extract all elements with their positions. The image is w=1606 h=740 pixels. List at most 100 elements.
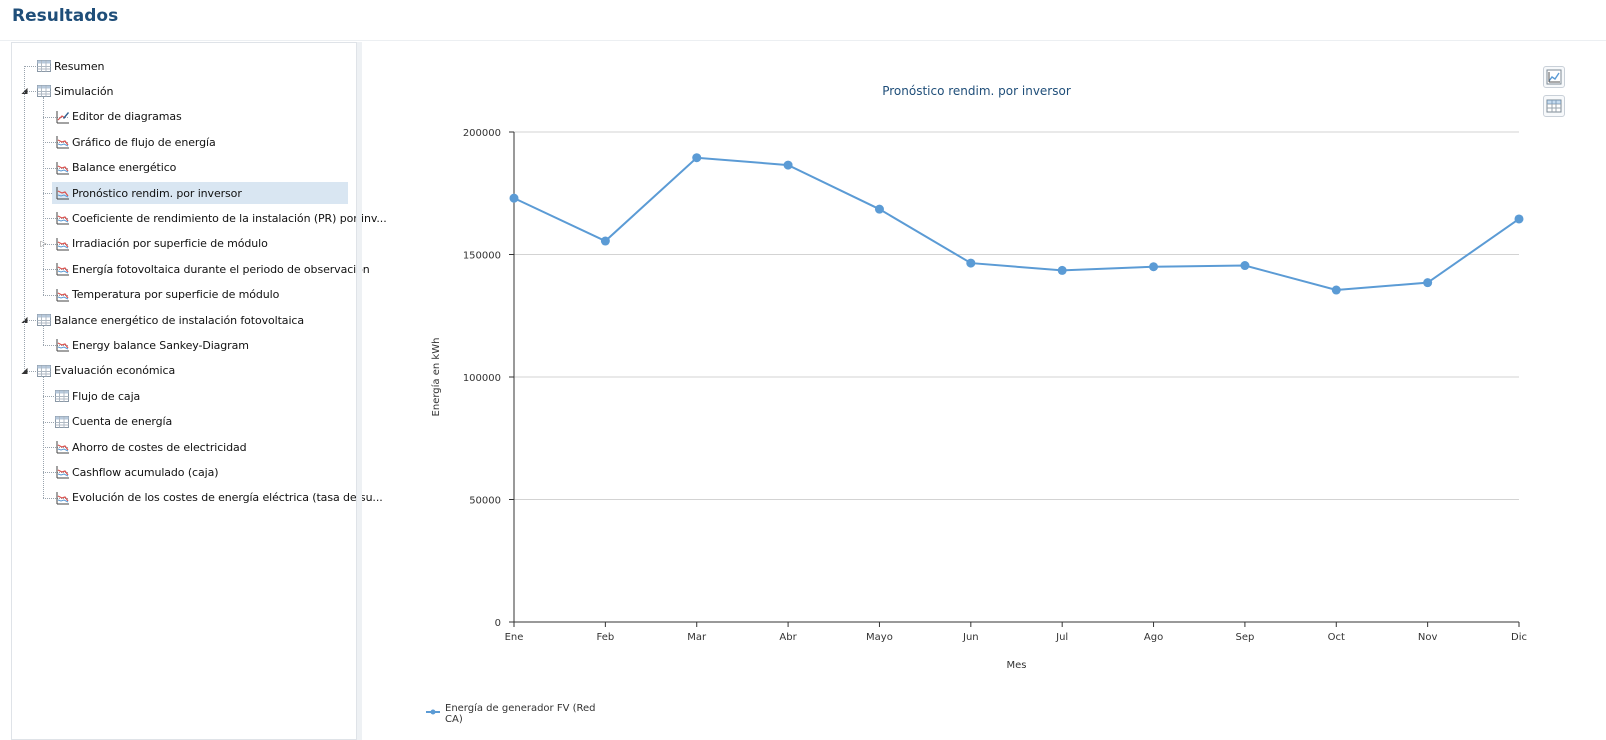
data-point [966, 258, 976, 268]
x-tick-label: Dic [1511, 632, 1527, 643]
tree-item-label: Coeficiente de rendimiento de la instala… [72, 211, 387, 225]
tree-guide-line [43, 376, 44, 498]
tree-connector [43, 167, 68, 169]
line-chart-icon [54, 464, 70, 480]
table-icon [54, 414, 70, 430]
line-chart-icon [54, 261, 70, 277]
data-point [1057, 265, 1067, 275]
line-chart-icon [54, 439, 70, 455]
x-tick-label: Mayo [866, 632, 893, 643]
tree-connector [43, 142, 68, 144]
tree-item[interactable]: Pronóstico rendim. por inversor [52, 182, 348, 204]
table-icon [36, 312, 52, 328]
tree-item[interactable]: Irradiación por superficie de módulo [54, 233, 268, 255]
table-icon [36, 58, 52, 74]
x-tick-label: Abr [779, 632, 797, 643]
x-tick-label: Oct [1328, 632, 1345, 643]
tree-connector [43, 472, 68, 474]
y-tick-label: 100000 [463, 373, 501, 384]
y-tick-label: 0 [495, 618, 501, 629]
tree-item[interactable]: Cuenta de energía [54, 411, 172, 433]
tree-item[interactable]: Editor de diagramas [54, 106, 182, 128]
tree-item-label: Ahorro de costes de electricidad [72, 440, 247, 454]
data-point [874, 204, 884, 214]
y-tick-label: 50000 [469, 496, 501, 507]
tree-item-label: Evaluación económica [54, 364, 176, 378]
results-tree: Resumen Simulación ◢ Editor de diagramas Grá… [12, 43, 387, 739]
tree-item[interactable]: Balance energético [54, 157, 176, 179]
tree-item[interactable]: Energy balance Sankey-Diagram [54, 334, 249, 356]
table-view-icon [1546, 99, 1562, 113]
chart-view-icon [1546, 69, 1562, 85]
tree-item[interactable]: Gráfico de flujo de energía [54, 131, 216, 153]
x-tick-label: Sep [1235, 632, 1254, 643]
line-chart-icon [54, 490, 70, 506]
y-axis-label: Energía en kWh [430, 338, 442, 417]
line-chart-icon [54, 210, 70, 226]
y-tick-label: 150000 [463, 251, 501, 262]
legend-marker [430, 709, 436, 715]
table-view-button[interactable] [1543, 95, 1565, 117]
tree-guide-line [43, 326, 44, 346]
tree-connector [43, 116, 68, 118]
y-tick-label: 200000 [463, 128, 501, 139]
line-chart-icon [54, 160, 70, 176]
tree-connector [43, 497, 68, 499]
table-icon [54, 388, 70, 404]
results-tree-panel: Resumen Simulación ◢ Editor de diagramas Grá… [11, 42, 387, 740]
tree-item-label: Cuenta de energía [72, 415, 173, 429]
tree-item[interactable]: Energía fotovoltaica durante el periodo … [54, 258, 370, 280]
tree-guide-line [24, 66, 25, 371]
tree-item[interactable]: Balance energético de instalación fotovo… [36, 309, 304, 331]
tree-item-label: Evolución de los costes de energía eléct… [72, 491, 383, 505]
tree-guide-line [43, 97, 44, 295]
data-point [1149, 262, 1159, 272]
tree-item[interactable]: Temperatura por superficie de módulo [54, 284, 279, 306]
data-point [1514, 214, 1524, 224]
tree-connector [43, 447, 68, 448]
x-tick-label: Nov [1418, 632, 1438, 643]
tree-connector [43, 243, 68, 245]
tree-item-label: Irradiación por superficie de módulo [72, 237, 268, 251]
chart-title: Pronóstico rendim. por inversor [882, 84, 1071, 98]
data-point [1240, 261, 1250, 271]
tree-item-label: Flujo de caja [72, 389, 141, 403]
x-tick-label: Mar [687, 632, 707, 643]
tree-connector [43, 269, 68, 271]
line-chart-icon [54, 185, 70, 201]
series-line [513, 156, 1520, 292]
data-point [600, 236, 610, 246]
x-axis-label: Mes [1007, 660, 1027, 671]
tree-item[interactable]: Evolución de los costes de energía eléct… [54, 487, 383, 509]
tree-item[interactable]: Resumen [36, 55, 104, 77]
tree-item-label: Balance energético [72, 161, 177, 175]
tree-item[interactable]: Flujo de caja [54, 385, 140, 407]
x-tick-label: Ene [505, 632, 524, 643]
tree-item-label: Cashflow acumulado (caja) [72, 465, 219, 479]
page-title: Resultados [12, 6, 119, 26]
tree-connector [43, 218, 68, 220]
data-point [1331, 285, 1341, 295]
title-divider [0, 40, 1606, 41]
data-point [692, 153, 702, 163]
tree-item[interactable]: Ahorro de costes de electricidad [54, 436, 247, 458]
tree-item[interactable]: Evaluación económica [36, 360, 175, 382]
x-tick-label: Jul [1055, 632, 1068, 643]
line-chart-icon [54, 337, 70, 353]
tree-item-label: Simulación [54, 84, 114, 98]
panel-splitter[interactable] [356, 42, 362, 740]
x-tick-label: Feb [597, 632, 615, 643]
tree-item-label: Energía fotovoltaica durante el periodo … [72, 262, 370, 276]
line-chart-icon [54, 134, 70, 150]
data-point [509, 193, 519, 203]
tree-item-label: Temperatura por superficie de módulo [72, 288, 280, 302]
tree-connector [43, 345, 68, 347]
x-tick-label: Jun [962, 632, 979, 643]
chart-edit-icon [54, 109, 70, 125]
chart-view-button[interactable] [1543, 66, 1565, 88]
tree-item-label: Gráfico de flujo de energía [72, 135, 216, 149]
tree-item[interactable]: Simulación [36, 80, 113, 102]
legend-label: Energía de generador FV (Red CA) [445, 702, 596, 725]
tree-item[interactable]: Coeficiente de rendimiento de la instala… [54, 207, 387, 229]
tree-item[interactable]: Cashflow acumulado (caja) [54, 461, 219, 483]
